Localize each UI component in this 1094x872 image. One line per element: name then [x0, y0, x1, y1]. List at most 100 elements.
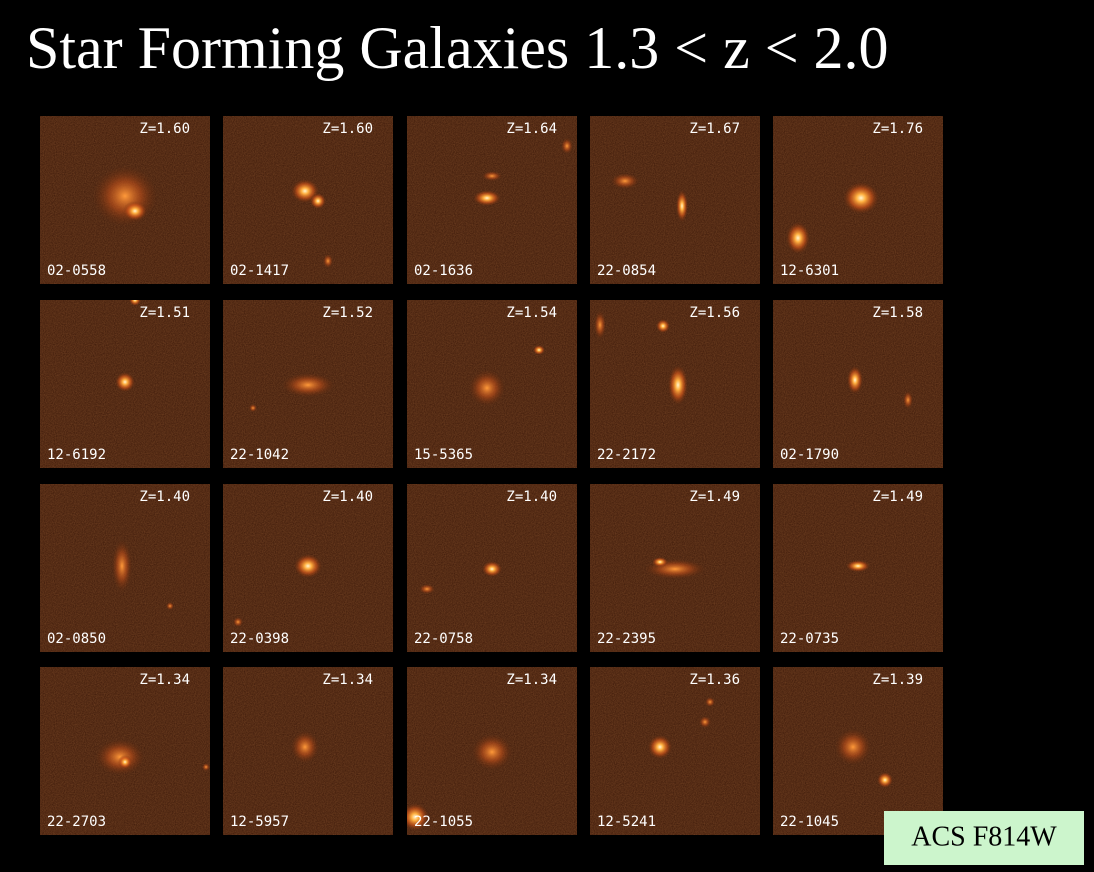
galaxy — [166, 602, 174, 610]
galaxy — [561, 138, 573, 154]
galaxy — [407, 803, 429, 831]
galaxy — [118, 755, 132, 769]
redshift-label: Z=1.67 — [689, 121, 740, 137]
galaxy-blobs — [611, 173, 688, 222]
object-id: 22-2395 — [597, 631, 656, 647]
galaxy — [648, 735, 672, 759]
galaxy-panel: Z=1.64 02-1636 — [407, 116, 577, 284]
object-id: 02-1790 — [780, 447, 839, 463]
galaxy-blobs — [93, 166, 157, 226]
redshift-label: Z=1.49 — [689, 489, 740, 505]
galaxy-blobs — [96, 739, 210, 775]
galaxy — [668, 365, 688, 405]
panel-noise — [590, 116, 760, 284]
redshift-label: Z=1.56 — [689, 305, 740, 321]
redshift-label: Z=1.39 — [872, 672, 923, 688]
galaxy — [282, 373, 334, 397]
galaxy-blobs — [291, 731, 319, 763]
object-id: 12-5241 — [597, 814, 656, 830]
galaxy-panel: Z=1.52 22-1042 — [223, 300, 393, 468]
redshift-label: Z=1.40 — [506, 489, 557, 505]
slide-title: Star Forming Galaxies 1.3 < z < 2.0 — [26, 15, 889, 81]
galaxy-panel: Z=1.40 02-0850 — [40, 484, 210, 652]
galaxy-blobs — [291, 179, 333, 268]
galaxy — [533, 345, 545, 355]
panel-noise — [590, 667, 760, 835]
galaxy-panel: Z=1.39 22-1045 — [773, 667, 943, 835]
galaxy — [482, 171, 502, 181]
galaxy-panel: Z=1.49 22-0735 — [773, 484, 943, 652]
galaxy-panel: Z=1.51 12-6192 — [40, 300, 210, 468]
galaxy — [656, 319, 670, 333]
galaxy — [705, 697, 715, 707]
galaxy — [699, 716, 711, 728]
galaxy-panel: Z=1.49 22-2395 — [590, 484, 760, 652]
redshift-label: Z=1.60 — [322, 121, 373, 137]
galaxy — [115, 372, 135, 392]
galaxy — [129, 300, 141, 306]
galaxy-panel: Z=1.40 22-0758 — [407, 484, 577, 652]
redshift-label: Z=1.51 — [139, 305, 190, 321]
galaxy-blobs — [648, 697, 715, 759]
object-id: 12-5957 — [230, 814, 289, 830]
galaxy-panel: Z=1.60 02-0558 — [40, 116, 210, 284]
redshift-label: Z=1.76 — [872, 121, 923, 137]
galaxy — [469, 370, 505, 406]
redshift-label: Z=1.34 — [139, 672, 190, 688]
galaxy — [202, 763, 210, 771]
galaxy — [233, 617, 243, 627]
galaxy-blobs — [645, 557, 705, 579]
redshift-label: Z=1.52 — [322, 305, 373, 321]
redshift-label: Z=1.36 — [689, 672, 740, 688]
object-id: 02-0850 — [47, 631, 106, 647]
galaxy-panel: Z=1.40 22-0398 — [223, 484, 393, 652]
galaxy — [310, 193, 326, 209]
galaxy — [419, 584, 435, 594]
redshift-label: Z=1.34 — [506, 672, 557, 688]
galaxy — [835, 729, 871, 765]
object-id: 22-0758 — [414, 631, 473, 647]
galaxy — [472, 734, 512, 770]
redshift-label: Z=1.60 — [139, 121, 190, 137]
object-id: 22-0735 — [780, 631, 839, 647]
galaxy-panel: Z=1.60 02-1417 — [223, 116, 393, 284]
galaxy-blobs — [469, 345, 545, 406]
object-id: 12-6301 — [780, 263, 839, 279]
object-id: 22-2703 — [47, 814, 106, 830]
galaxy — [877, 772, 893, 788]
redshift-label: Z=1.54 — [506, 305, 557, 321]
galaxy — [96, 739, 144, 775]
object-id: 22-1055 — [414, 814, 473, 830]
galaxy-panel: Z=1.36 12-5241 — [590, 667, 760, 835]
galaxy — [847, 366, 863, 394]
redshift-label: Z=1.40 — [322, 489, 373, 505]
badge: ACS F814W — [911, 821, 1057, 852]
galaxy — [786, 222, 810, 254]
galaxy-panel: Z=1.58 02-1790 — [773, 300, 943, 468]
object-id: 12-6192 — [47, 447, 106, 463]
galaxy — [93, 166, 157, 226]
galaxy — [323, 254, 333, 268]
galaxy — [846, 560, 870, 572]
galaxy — [482, 561, 502, 577]
galaxy-panel: Z=1.34 22-2703 — [40, 667, 210, 835]
galaxy — [123, 201, 147, 221]
galaxy-panel: Z=1.34 22-1055 — [407, 667, 577, 835]
redshift-label: Z=1.49 — [872, 489, 923, 505]
galaxy-blobs — [835, 729, 893, 788]
galaxy — [291, 731, 319, 763]
object-id: 22-1042 — [230, 447, 289, 463]
galaxy — [594, 311, 606, 339]
galaxy — [676, 190, 688, 222]
object-id: 02-0558 — [47, 263, 106, 279]
galaxy-blobs — [249, 373, 334, 412]
galaxy-panel: Z=1.76 12-6301 — [773, 116, 943, 284]
galaxy-grid: Z=1.6002-0558Z=1.6002-1417Z=1.6402-1636Z… — [40, 116, 943, 835]
redshift-label: Z=1.64 — [506, 121, 557, 137]
galaxy-blobs — [112, 540, 174, 610]
object-id: 02-1417 — [230, 263, 289, 279]
object-id: 22-0398 — [230, 631, 289, 647]
redshift-label: Z=1.40 — [139, 489, 190, 505]
galaxy-blobs — [407, 734, 512, 831]
